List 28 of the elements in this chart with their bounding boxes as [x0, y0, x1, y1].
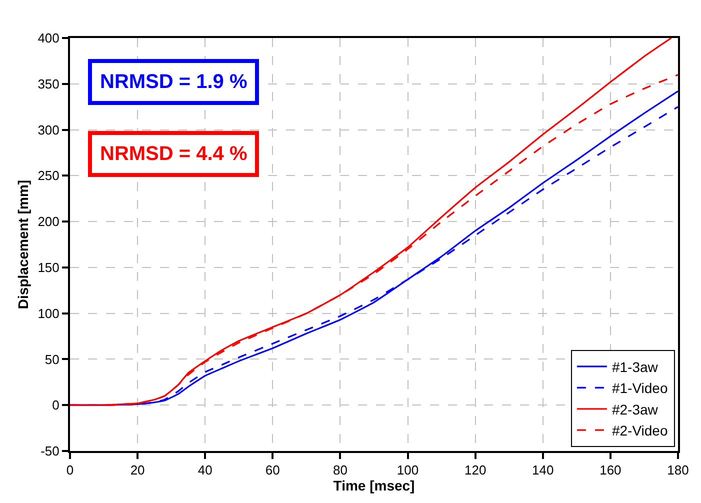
legend-label: #1-Video — [612, 380, 668, 396]
y-tick-label: -50 — [40, 444, 60, 459]
y-tick-label: 0 — [52, 398, 60, 413]
legend-label: #2-3aw — [612, 401, 659, 418]
y-tick-label: 300 — [38, 122, 60, 138]
x-axis-title: Time [msec] — [333, 478, 415, 494]
annotation: NRMSD = 4.4 % — [100, 143, 248, 165]
y-tick-label: 50 — [44, 352, 60, 367]
x-tick-label: 160 — [600, 462, 622, 478]
y-tick-label: 200 — [38, 214, 60, 230]
y-tick-label: 150 — [38, 260, 60, 275]
x-tick-label: 40 — [198, 462, 212, 478]
annotation: NRMSD = 1.9 % — [100, 71, 248, 93]
y-tick-label: 250 — [38, 168, 60, 184]
x-tick-label: 20 — [130, 462, 145, 478]
x-tick-label: 120 — [464, 462, 486, 478]
legend-label: #1-3aw — [612, 358, 659, 375]
y-axis-title: Displacement [mm] — [14, 180, 31, 310]
x-tick-label: 60 — [265, 462, 280, 478]
x-tick-label: 140 — [532, 462, 554, 478]
y-tick-label: 350 — [38, 76, 60, 92]
x-tick-label: 80 — [332, 462, 348, 478]
x-tick-label: 0 — [66, 462, 74, 478]
y-tick-label: 100 — [38, 306, 60, 321]
x-tick-label: 180 — [667, 462, 689, 478]
legend-label: #2-Video — [612, 422, 668, 439]
x-tick-label: 100 — [396, 462, 419, 478]
y-tick-label: 400 — [38, 30, 60, 46]
